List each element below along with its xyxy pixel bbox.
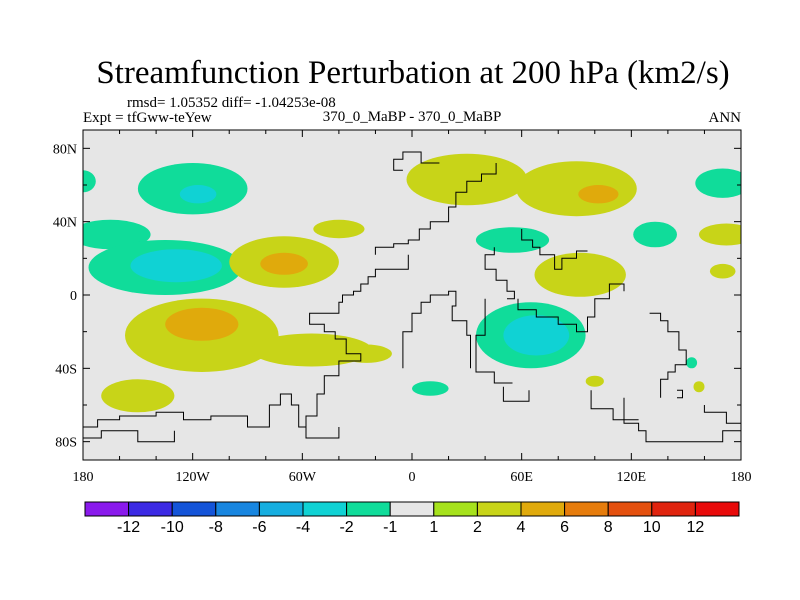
colorbar-swatch — [302, 501, 348, 517]
y-tick-label: 80S — [55, 436, 77, 451]
field-australia-lime-small — [693, 381, 705, 393]
colorbar-swatch — [258, 501, 304, 517]
field-eurasia-lime-west — [406, 153, 528, 206]
y-tick-label: 40N — [53, 216, 77, 231]
colorbar-label: -1 — [383, 519, 397, 536]
colorbar-label: 2 — [473, 519, 482, 536]
colorbar-swatch — [433, 501, 478, 517]
x-tick-label: 60E — [510, 470, 533, 485]
field-n-pacific-tropical-core — [130, 249, 222, 283]
colorbar-swatch — [215, 501, 260, 517]
colorbar-label: 10 — [643, 519, 661, 536]
colorbar-label: 8 — [604, 519, 613, 536]
colorbar-swatch — [520, 501, 566, 517]
field-n-atlantic-lime — [313, 219, 365, 239]
field-e-asia-green — [633, 221, 677, 248]
field-india-lime — [534, 252, 626, 297]
field-s-indian-lime-small — [585, 375, 604, 387]
coastline-8 — [517, 283, 625, 333]
chart-title: Streamfunction Perturbation at 200 hPa (… — [96, 55, 729, 91]
x-tick-label: 120W — [176, 470, 211, 485]
colorbar-label: -2 — [339, 519, 353, 536]
y-tick-label: 80N — [53, 142, 77, 157]
x-tick-label: 180 — [73, 470, 94, 485]
colorbar: -12 -10 -8 -6 -4 -2 -1 1 2 4 6 8 10 12 — [84, 501, 740, 536]
coastline-13 — [623, 397, 741, 443]
colorbar-label: -8 — [209, 519, 223, 536]
colorbar-label: -10 — [161, 519, 184, 536]
coastline-3 — [374, 163, 497, 255]
colorbar-label: -4 — [296, 519, 310, 536]
coastline-7 — [475, 298, 513, 384]
colorbar-label: 4 — [517, 519, 526, 536]
field-w-pacific-lime — [699, 223, 741, 246]
field-n-pacific-east-edge — [83, 170, 96, 193]
season-label: ANN — [709, 110, 742, 126]
colorbar-swatch — [346, 501, 391, 517]
coastline-12 — [649, 312, 687, 398]
colorbar-label: 12 — [687, 519, 705, 536]
x-tick-label: 0 — [409, 470, 416, 485]
experiment-label: Expt = tfGww-teYew — [83, 110, 212, 126]
coastline-9 — [521, 229, 588, 270]
coastline-2 — [305, 254, 409, 433]
colorbar-swatch — [128, 501, 173, 517]
field-layer — [83, 153, 741, 413]
colorbar-swatch — [651, 501, 696, 517]
field-s-atlantic-lime — [251, 333, 372, 367]
colorbar-label: -12 — [117, 519, 140, 536]
coastline-11 — [590, 390, 639, 421]
y-tick-label: 40S — [55, 362, 77, 377]
comparison-label: 370_0_MaBP - 370_0_MaBP — [323, 109, 502, 125]
coastline-1 — [83, 430, 175, 443]
field-eurasia-lime-east — [516, 161, 637, 217]
field-s-pacific-yellow — [165, 307, 239, 341]
y-axis: 80N 40N 0 40S 80S — [53, 142, 741, 451]
field-s-atlantic-tail — [340, 344, 392, 363]
coastline-15 — [677, 389, 683, 399]
colorbar-swatch — [564, 501, 609, 517]
field-central-asia-green — [475, 227, 550, 253]
coastline-10 — [502, 386, 530, 402]
field-eurasia-yellow — [578, 185, 619, 204]
field-southern-ocean-lime — [101, 379, 175, 413]
coastline-layer — [83, 151, 741, 443]
y-tick-label: 0 — [70, 289, 77, 304]
colorbar-swatch — [389, 501, 435, 517]
field-ne-pacific-core — [179, 185, 217, 204]
field-n-pacific-green-east — [695, 168, 741, 198]
colorbar-label: -6 — [252, 519, 266, 536]
x-tick-label: 60W — [289, 470, 317, 485]
colorbar-swatch — [694, 501, 740, 517]
colorbar-swatch — [476, 501, 522, 517]
coastline-0 — [83, 393, 340, 439]
colorbar-swatch — [607, 501, 653, 517]
colorbar-swatch — [84, 501, 130, 517]
coastline-4 — [393, 151, 440, 171]
field-australia-green-small — [686, 357, 698, 369]
coastline-14 — [703, 405, 741, 424]
x-tick-label: 180 — [731, 470, 752, 485]
field-n-pacific-west-lobe — [83, 219, 151, 250]
field-w-pacific-lime-small — [709, 263, 736, 279]
stats-line: rmsd= 1.05352 diff= -1.04253e-08 — [127, 95, 336, 111]
x-tick-label: 120E — [617, 470, 647, 485]
colorbar-label: 6 — [560, 519, 569, 536]
field-s-indian-green-small — [412, 381, 449, 396]
colorbar-label: 1 — [429, 519, 438, 536]
coastline-5 — [402, 290, 471, 369]
field-indian-ocean-core — [503, 315, 570, 356]
colorbar-swatch — [171, 501, 217, 517]
field-atlantic-yellow — [260, 252, 308, 275]
x-axis: 180 120W 60W 0 60E 120E 180 — [73, 130, 752, 485]
coastline-6 — [484, 247, 515, 300]
